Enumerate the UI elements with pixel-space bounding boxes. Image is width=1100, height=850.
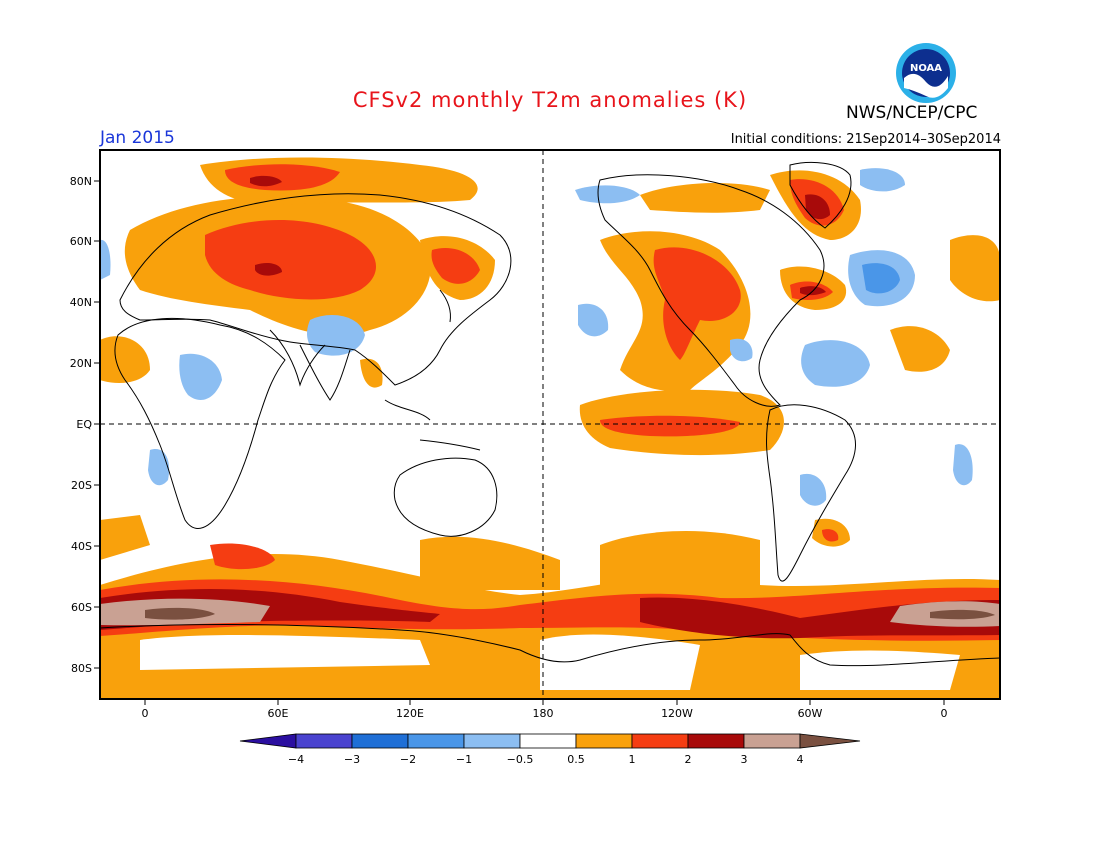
agency-label: NWS/NCEP/CPC: [846, 103, 978, 123]
colorbar-arrow-left: [239, 733, 297, 749]
colorbar-swatch: [687, 733, 745, 749]
noaa-logo-icon: NOAA: [896, 43, 956, 103]
anomaly-fields: [100, 150, 1000, 699]
colorbar-swatch: [407, 733, 465, 749]
lat-label: 80S: [71, 662, 92, 675]
lat-label: 20S: [71, 479, 92, 492]
initial-conditions: Initial conditions: 21Sep2014–30Sep2014: [730, 132, 1001, 147]
colorbar-swatch: [463, 733, 521, 749]
colorbar-label: 4: [797, 753, 804, 766]
lat-label: 20N: [70, 357, 92, 370]
lat-label: 40N: [70, 296, 92, 309]
colorbar-swatch: [631, 733, 689, 749]
colorbar-label: 3: [741, 753, 748, 766]
longitude-axis: 0 60E 120E 180 120W 60W 0: [142, 699, 948, 720]
colorbar-label: 1: [629, 753, 636, 766]
colorbar: −4 −3 −2 −1 −0.5 0.5 1 2 3 4: [239, 733, 861, 766]
map-title: CFSv2 monthly T2m anomalies (K): [352, 88, 748, 112]
lat-label: 60N: [70, 235, 92, 248]
lat-label: 40S: [71, 540, 92, 553]
lat-label: EQ: [76, 418, 92, 431]
colorbar-swatch: [295, 733, 353, 749]
colorbar-swatch: [519, 733, 577, 749]
colorbar-arrow-right: [799, 733, 861, 749]
lon-label: 60W: [798, 707, 823, 720]
coastlines: [100, 161, 1000, 667]
colorbar-label: 0.5: [567, 753, 585, 766]
latitude-axis: 80N 60N 40N 20N EQ 20S 40S 60S 80S: [70, 175, 100, 675]
colorbar-swatch: [743, 733, 801, 749]
lon-label: 0: [142, 707, 149, 720]
colorbar-label: −2: [400, 753, 416, 766]
colorbar-label: −0.5: [507, 753, 534, 766]
colorbar-label: −1: [456, 753, 472, 766]
forecast-month: Jan 2015: [100, 128, 175, 148]
lon-label: 60E: [268, 707, 289, 720]
lon-label: 180: [533, 707, 554, 720]
colorbar-swatch: [351, 733, 409, 749]
colorbar-swatch: [575, 733, 633, 749]
lat-label: 60S: [71, 601, 92, 614]
colorbar-label: −4: [288, 753, 304, 766]
colorbar-label: 2: [685, 753, 692, 766]
lat-label: 80N: [70, 175, 92, 188]
lon-label: 120W: [661, 707, 693, 720]
noaa-logo-text: NOAA: [910, 63, 942, 74]
lon-label: 0: [941, 707, 948, 720]
colorbar-label: −3: [344, 753, 360, 766]
lon-label: 120E: [396, 707, 424, 720]
